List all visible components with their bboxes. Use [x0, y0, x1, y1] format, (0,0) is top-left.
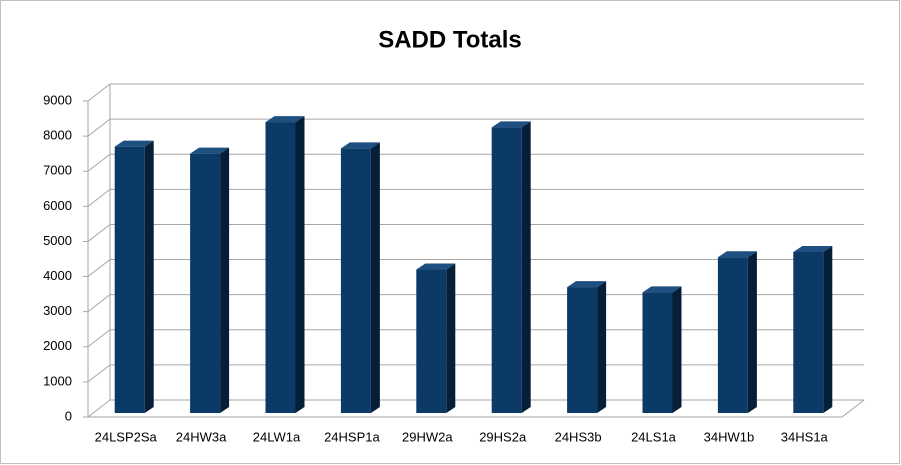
grid-line: [83, 329, 864, 348]
bar-top: [642, 286, 682, 293]
bar: [265, 116, 305, 414]
grid-line: [83, 153, 864, 172]
bar: [190, 147, 230, 413]
bar-side: [597, 281, 607, 413]
x-tick-label: 29HW2a: [402, 429, 453, 444]
x-tick-label: 24LW1a: [253, 429, 301, 444]
bar-top: [567, 281, 607, 288]
floor: [87, 101, 865, 418]
bar: [491, 121, 531, 413]
bar-side: [295, 116, 305, 414]
bar-front: [416, 269, 447, 413]
y-tick-label: 7000: [43, 163, 72, 178]
grid-line: [83, 188, 864, 207]
bar-top: [717, 251, 757, 258]
bar-side: [521, 121, 531, 413]
y-tick-label: 5000: [43, 233, 72, 248]
bar-front: [642, 292, 673, 413]
x-tick-label: 24HS3b: [555, 429, 602, 444]
bar: [416, 263, 456, 413]
bar-front: [793, 251, 824, 413]
y-tick-label: 9000: [43, 92, 72, 107]
chart-title: SADD Totals: [378, 26, 522, 53]
grid-line: [83, 399, 864, 418]
x-tick-label: 34HS1a: [781, 429, 829, 444]
grid-line: [83, 83, 864, 102]
bar: [340, 142, 380, 413]
bar-side: [446, 263, 456, 413]
grid-line: [83, 223, 864, 242]
bar-front: [114, 146, 145, 413]
x-tick-label: 34HW1b: [704, 429, 755, 444]
bar-top: [340, 142, 380, 149]
grid-line: [83, 118, 864, 137]
y-tick-label: 4000: [43, 268, 72, 283]
y-tick-label: 2000: [43, 338, 72, 353]
bar-front: [265, 122, 296, 414]
bar-side: [672, 286, 682, 413]
bar-side: [823, 245, 833, 413]
y-tick-label: 1000: [43, 373, 72, 388]
bar-front: [491, 127, 522, 413]
y-tick-label: 3000: [43, 303, 72, 318]
bar-side: [747, 251, 757, 413]
x-tick-label: 24HW3a: [176, 429, 227, 444]
bar-top: [265, 116, 305, 123]
grid-line: [83, 259, 864, 278]
bar-front: [717, 257, 748, 413]
bar-side: [144, 140, 154, 413]
bar-top: [491, 121, 531, 128]
bar-front: [190, 153, 221, 413]
bar-side: [220, 147, 230, 413]
bar-front: [567, 287, 598, 413]
y-tick-label: 8000: [43, 128, 72, 143]
y-tick-label: 0: [65, 408, 72, 423]
x-tick-label: 29HS2a: [479, 429, 527, 444]
x-tick-label: 24HSP1a: [324, 429, 380, 444]
grid-line: [83, 294, 864, 313]
bar-top: [793, 245, 833, 252]
bar-side: [370, 142, 380, 413]
grid-line: [83, 364, 864, 383]
x-tick-label: 24LS1a: [631, 429, 677, 444]
y-tick-label: 6000: [43, 198, 72, 213]
bar-top: [416, 263, 456, 270]
bar: [717, 251, 757, 413]
bar: [114, 140, 154, 413]
bar-top: [114, 140, 154, 147]
bar: [567, 281, 607, 413]
bar-front: [340, 148, 371, 413]
bar: [793, 245, 833, 413]
bar-top: [190, 147, 230, 154]
x-tick-label: 24LSP2Sa: [95, 429, 158, 444]
bar: [642, 286, 682, 413]
